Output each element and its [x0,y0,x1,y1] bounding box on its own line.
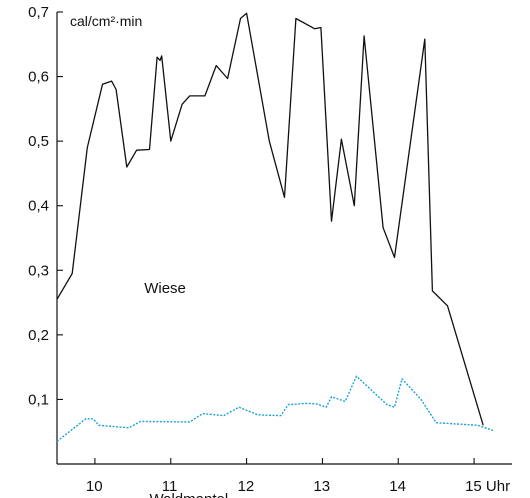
data-point-waldmantel [128,426,131,429]
y-tick-label: 0,3 [28,262,49,279]
data-point-wiese [110,80,113,83]
data-point-waldmantel [84,417,87,420]
data-point-wiese [156,56,159,59]
x-tick-label: 14 [389,478,406,495]
series-line-waldmantel [56,375,494,442]
data-point-waldmantel [92,417,95,420]
data-point-waldmantel [201,412,204,415]
data-point-wiese [160,54,163,57]
data-point-wiese [363,34,366,37]
data-point-waldmantel [476,424,479,427]
y-tick-label: 0,4 [28,198,49,215]
data-point-waldmantel [222,414,225,417]
data-point-wiese [159,59,162,62]
x-tick-label: 15 Uhr [465,478,510,495]
data-point-waldmantel [330,395,333,398]
data-point-wiese [86,146,89,149]
data-point-wiese [115,88,118,91]
data-point-waldmantel [56,440,59,443]
data-point-wiese [148,148,151,151]
data-point-wiese [319,26,322,29]
data-point-wiese [353,204,356,207]
labels-layer: 0,1 0,2 0,3 0,4 0,5 0,6 0,7 10 11 12 13 14 15 Uhr cal… [28,4,510,498]
series-label-waldmantel: Waldmantel [150,491,229,498]
data-point-wiese [188,94,191,97]
axes [56,11,512,465]
data-point-waldmantel [97,424,100,427]
data-point-waldmantel [256,413,259,416]
unit-label: cal/cm²·min [70,13,142,29]
data-point-wiese [283,196,286,199]
data-point-wiese [169,140,172,143]
y-tick-label: 0,6 [28,69,49,86]
data-point-wiese [215,64,218,67]
x-tick-label: 13 [313,478,330,495]
data-point-waldmantel [420,398,423,401]
data-point-wiese [245,12,248,15]
data-point-wiese [101,83,104,86]
data-point-wiese [423,38,426,41]
data-point-waldmantel [378,396,381,399]
data-point-wiese [239,17,242,20]
data-point-wiese [203,94,206,97]
x-tick-label: 11 [162,478,178,495]
data-point-waldmantel [287,403,290,406]
data-point-wiese [313,27,316,30]
y-tick-label: 0,7 [28,4,49,21]
data-point-wiese [431,289,434,292]
data-point-wiese [71,272,74,275]
data-point-wiese [268,140,271,143]
y-tick-label: 0,1 [28,391,49,408]
data-point-wiese [393,256,396,259]
data-point-waldmantel [306,402,309,405]
data-point-waldmantel [385,403,388,406]
data-point-waldmantel [355,375,358,378]
data-point-waldmantel [492,429,495,432]
data-point-wiese [226,77,229,80]
data-point-waldmantel [238,406,241,409]
data-point-wiese [294,17,297,20]
data-point-waldmantel [315,402,318,405]
y-tick-label: 0,2 [28,327,49,344]
data-point-wiese [125,165,128,168]
x-tick-label: 12 [238,478,255,495]
series-layer [56,12,495,443]
data-point-waldmantel [344,400,347,403]
data-point-waldmantel [139,420,142,423]
data-point-waldmantel [435,421,438,424]
data-point-wiese [181,103,184,106]
y-tick-label: 0,5 [28,133,49,150]
data-point-wiese [382,226,385,229]
series-label-wiese: Wiese [144,280,186,297]
x-tick-label: 10 [86,478,103,495]
data-point-wiese [56,298,59,301]
data-point-waldmantel [401,377,404,380]
data-point-waldmantel [188,421,191,424]
data-point-wiese [135,149,138,152]
data-point-wiese [330,220,333,223]
data-point-wiese [446,304,449,307]
data-point-waldmantel [279,414,282,417]
series-line-wiese [56,12,484,426]
data-point-wiese [340,138,343,141]
data-point-waldmantel [325,406,328,409]
data-point-waldmantel [393,406,396,409]
